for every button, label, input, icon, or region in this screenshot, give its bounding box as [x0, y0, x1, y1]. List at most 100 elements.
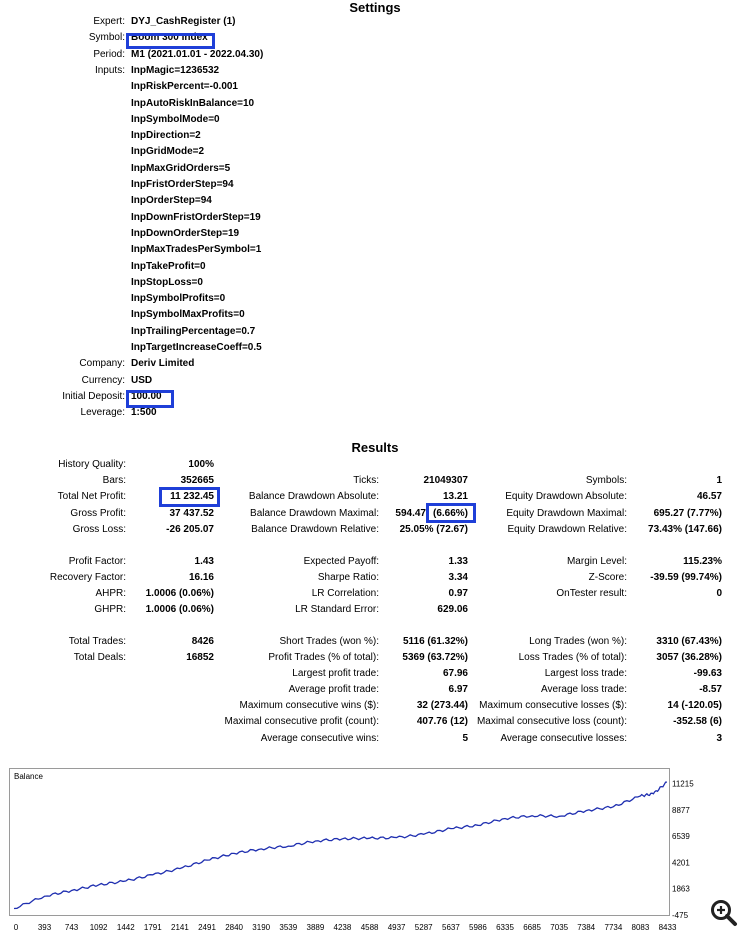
y-tick-label: 6539 [672, 832, 690, 841]
result-label-history-quality: History Quality: [58, 459, 126, 470]
x-tick-label: 2840 [225, 923, 243, 932]
setting-value-company: Deriv Limited [131, 358, 195, 370]
result-label-maximal-consecutive-profit-count: Maximal consecutive profit (count): [224, 716, 379, 727]
result-label-ghpr: GHPR: [94, 604, 126, 615]
result-value-symbols: 1 [716, 475, 722, 486]
y-tick-label: 8877 [672, 806, 690, 815]
y-tick-label: -475 [672, 911, 689, 920]
setting-label-initial-deposit: Initial Deposit: [62, 390, 125, 402]
drawdown-pct-highlight [426, 503, 476, 523]
balance-chart-svg: Balance [13, 772, 667, 910]
result-label-lr-correlation: LR Correlation: [311, 588, 379, 599]
x-tick-label: 8083 [632, 923, 650, 932]
setting-value-input-param: InpTargetIncreaseCoeff=0.5 [131, 342, 262, 353]
result-value-expected-payoff: 1.33 [448, 556, 468, 567]
result-value-pct-balance-drawdown-maximal: (6.66%) [432, 508, 468, 519]
result-value-average-loss-trade: -8.57 [699, 684, 722, 695]
result-label-balance-drawdown-maximal: Balance Drawdown Maximal: [250, 508, 379, 519]
result-label-loss-trades-of-total: Loss Trades (% of total): [518, 652, 627, 663]
x-tick-label: 3889 [307, 923, 325, 932]
result-label-expected-payoff: Expected Payoff: [303, 556, 379, 567]
result-label-z-score: Z-Score: [588, 572, 627, 583]
setting-label-symbol: Symbol: [88, 32, 125, 44]
result-label-total-trades: Total Trades: [68, 636, 126, 647]
result-value-balance-drawdown-relative: 25.05% (72.67) [399, 524, 468, 535]
x-tick-label: 2141 [171, 923, 189, 932]
x-tick-label: 0 [14, 923, 19, 932]
result-value-history-quality: 100% [188, 459, 214, 470]
net-profit-highlight [159, 487, 220, 507]
result-value-bars: 352665 [180, 475, 214, 486]
result-label-average-profit-trade: Average profit trade: [288, 684, 379, 695]
result-value-z-score: -39.59 (99.74%) [650, 572, 722, 583]
setting-value-symbol: Boom 300 Index [131, 32, 208, 44]
result-label-equity-drawdown-relative: Equity Drawdown Relative: [507, 524, 628, 535]
x-tick-label: 5637 [442, 923, 460, 932]
result-value-profit-trades-of-total: 5369 (63.72%) [402, 652, 468, 663]
result-value-short-trades-won: 5116 (61.32%) [402, 636, 468, 647]
result-value-ticks: 21049307 [423, 475, 469, 486]
x-tick-label: 4238 [334, 923, 352, 932]
x-tick-label: 6685 [523, 923, 541, 932]
result-label-gross-loss: Gross Loss: [72, 524, 126, 535]
result-label-balance-drawdown-relative: Balance Drawdown Relative: [251, 524, 379, 535]
setting-value-input-param: InpAutoRiskInBalance=10 [131, 97, 255, 109]
x-tick-label: 743 [65, 923, 79, 932]
x-tick-label: 1092 [90, 923, 108, 932]
result-value-long-trades-won: 3310 (67.43%) [656, 636, 722, 647]
x-tick-label: 3539 [279, 923, 297, 932]
zoom-in-icon-svg [705, 894, 743, 932]
result-label-average-loss-trade: Average loss trade: [541, 684, 627, 695]
result-value-maximum-consecutive-wins: 32 (273.44) [416, 700, 468, 711]
result-label-average-consecutive-losses: Average consecutive losses: [500, 733, 627, 744]
y-tick-label: 1863 [672, 885, 690, 894]
result-value-recovery-factor: 16.16 [188, 572, 214, 583]
result-label-largest-profit-trade: Largest profit trade: [292, 668, 379, 679]
x-tick-label: 2491 [198, 923, 216, 932]
setting-value-expert: DYJ_CashRegister (1) [131, 16, 236, 27]
setting-value-leverage: 1:500 [131, 407, 157, 419]
x-tick-label: 5986 [469, 923, 487, 932]
x-tick-label: 4588 [361, 923, 379, 932]
result-value-balance-drawdown-absolute: 13.21 [442, 491, 468, 502]
result-value-equity-drawdown-absolute: 46.57 [696, 491, 722, 502]
x-tick-label: 393 [38, 923, 52, 932]
result-value-average-profit-trade: 6.97 [448, 684, 468, 695]
setting-value-input-param: InpGridMode=2 [131, 146, 205, 158]
result-value-sharpe-ratio: 3.34 [448, 572, 468, 583]
result-label-lr-standard-error: LR Standard Error: [295, 604, 379, 615]
symbol-highlight [126, 33, 215, 49]
y-tick-label: 4201 [672, 858, 690, 867]
result-label-average-consecutive-wins: Average consecutive wins: [260, 733, 379, 744]
zoom-in-icon[interactable] [704, 893, 744, 933]
x-tick-label: 1442 [117, 923, 135, 932]
deposit-highlight [126, 390, 174, 408]
result-label-long-trades-won: Long Trades (won %): [529, 636, 627, 647]
result-value-total-trades: 8426 [191, 636, 214, 647]
result-label-total-deals: Total Deals: [73, 652, 126, 663]
result-value-profit-factor: 1.43 [194, 556, 214, 567]
result-value-total-net-profit: 11 232.45 [170, 491, 214, 502]
chart-title: Balance [14, 772, 43, 781]
result-label-short-trades-won: Short Trades (won %): [279, 636, 379, 647]
x-tick-label: 4937 [388, 923, 406, 932]
setting-value-input-param: InpTrailingPercentage=0.7 [131, 325, 256, 337]
setting-label-company: Company: [79, 358, 125, 370]
balance-line [13, 781, 667, 910]
result-value-total-deals: 16852 [186, 652, 214, 663]
result-label-symbols: Symbols: [585, 475, 627, 486]
setting-value-input-param: InpDownFristOrderStep=19 [131, 211, 261, 223]
result-value-largest-loss-trade: -99.63 [693, 668, 722, 679]
setting-value-input-param: InpFristOrderStep=94 [131, 179, 234, 190]
result-label-maximum-consecutive-losses: Maximum consecutive losses ($): [479, 700, 627, 711]
setting-value-input-param: InpSymbolMode=0 [131, 113, 220, 125]
result-value-equity-drawdown-relative: 73.43% (147.66) [648, 524, 722, 535]
result-label-profit-trades-of-total: Profit Trades (% of total): [268, 652, 379, 663]
result-label-balance-drawdown-absolute: Balance Drawdown Absolute: [248, 491, 379, 502]
result-label-ahpr: AHPR: [95, 588, 126, 599]
result-value-maximum-consecutive-losses: 14 (-120.05) [667, 700, 722, 711]
setting-label-expert: Expert: [93, 16, 125, 27]
setting-label-period: Period: [93, 48, 125, 60]
result-label-equity-drawdown-maximal: Equity Drawdown Maximal: [506, 508, 627, 519]
result-value-maximal-consecutive-loss-count: -352.58 (6) [673, 716, 722, 727]
